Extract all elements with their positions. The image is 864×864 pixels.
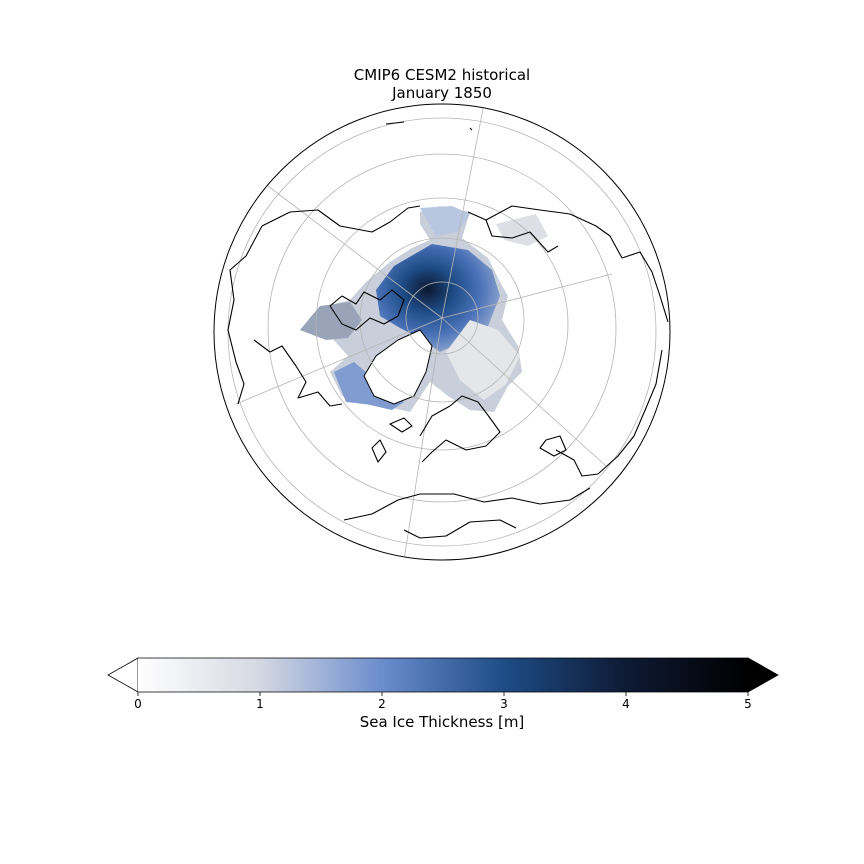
- sea-ice-chukchi-shelf: [446, 320, 520, 400]
- figure-title-line1: CMIP6 CESM2 historical: [353, 66, 531, 84]
- coastline-iceland: [389, 417, 413, 433]
- colorbar-tick-label-4: 4: [622, 697, 630, 711]
- coastline-siberia-east: [485, 205, 669, 323]
- latitude-circle-70: [359, 237, 525, 403]
- colorbar-extend-min: [107, 657, 139, 693]
- colorbar-ticks: [137, 692, 749, 696]
- sea-ice-field: [300, 206, 548, 412]
- coastline-uk: [371, 439, 387, 463]
- figure-subtitle-date: January 1850: [392, 84, 492, 102]
- coastline-north-america-east: [261, 205, 421, 233]
- coastlines: [227, 121, 669, 539]
- colorbar-tick-label-5: 5: [744, 697, 752, 711]
- latitude-circle-80: [405, 281, 479, 355]
- graticule: [227, 104, 657, 560]
- meridian-f: [441, 317, 607, 467]
- colorbar-gradient: [138, 658, 748, 692]
- coastline-north-africa-fragment: [385, 121, 473, 131]
- colorbar-tick-label-0: 0: [134, 697, 142, 711]
- latitude-circle-50: [267, 153, 617, 503]
- coastline-europe-south: [343, 487, 591, 521]
- coastline-canadian-archipelago: [329, 289, 405, 331]
- coastline-asia-east: [555, 349, 663, 477]
- meridian-e: [267, 185, 443, 319]
- coastline-siberia-arctic: [467, 211, 559, 253]
- sea-ice-hudson: [300, 302, 362, 340]
- coastline-alaska-canada: [253, 339, 343, 407]
- colorbar-extend-max: [747, 657, 779, 693]
- colorbar-tick-label-2: 2: [378, 697, 386, 711]
- globe-boundary: [213, 103, 671, 561]
- coastline-mediterranean: [403, 519, 517, 539]
- meridian-b: [403, 317, 443, 560]
- meridian-a: [441, 104, 485, 319]
- coastline-scandinavia: [419, 395, 501, 463]
- colorbar-label: Sea Ice Thickness [m]: [359, 713, 525, 731]
- colorbar: [107, 657, 779, 696]
- coastline-north-america-west: [227, 225, 263, 405]
- sea-ice-east-siberian: [420, 206, 470, 236]
- greenland-landmass: [363, 329, 433, 405]
- latitude-circle-60: [315, 197, 569, 451]
- colorbar-tick-label-1: 1: [256, 697, 264, 711]
- coastline-caspian: [539, 435, 567, 457]
- meridian-d: [235, 317, 443, 405]
- meridian-c: [441, 273, 613, 319]
- colorbar-tick-label-3: 3: [500, 697, 508, 711]
